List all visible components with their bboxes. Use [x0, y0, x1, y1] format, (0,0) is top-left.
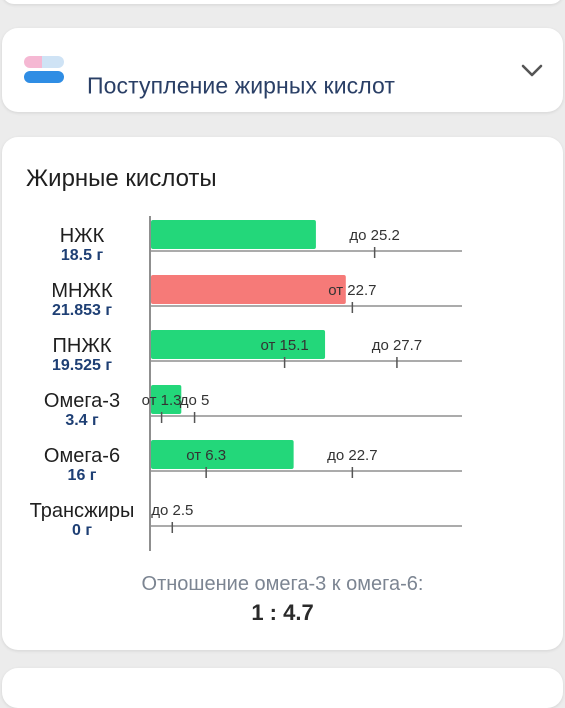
min-label: от 6.3 — [186, 447, 226, 464]
value-bar — [151, 330, 326, 359]
next-card — [2, 668, 563, 708]
fatty-acids-card: Жирные кислоты НЖК 18.5 г до 25.2 МНЖК 21.85… — [2, 137, 563, 650]
row-amount: 21.853 г — [52, 302, 112, 319]
max-label: до 25.2 — [349, 227, 399, 244]
row-name: Омега-6 — [44, 445, 120, 467]
section-title: Жирные кислоты — [26, 165, 217, 192]
max-label: до 22.7 — [327, 447, 377, 464]
min-label: от 15.1 — [260, 337, 308, 354]
row-name: Трансжиры — [30, 500, 135, 522]
chevron-down-icon[interactable] — [519, 58, 545, 84]
value-bar — [151, 385, 182, 414]
ratio-label: Отношение омега-3 к омега-6: — [141, 573, 424, 595]
value-bar — [151, 440, 294, 469]
row-name: НЖК — [60, 225, 105, 247]
previous-card — [2, 0, 563, 4]
max-label: до 2.5 — [151, 502, 193, 519]
max-label: до 27.7 — [372, 337, 422, 354]
value-bar — [151, 220, 316, 249]
min-label: от 1.3 — [142, 392, 182, 409]
row-name: МНЖК — [51, 280, 113, 302]
row-amount: 16 г — [68, 467, 97, 484]
nutrition-icon — [24, 56, 64, 84]
row-name: Омега-3 — [44, 390, 120, 412]
header-title: Поступление жирных кислот — [87, 72, 396, 99]
value-bar — [151, 275, 346, 304]
fatty-acids-intake-header[interactable]: Поступление жирных кислот — [2, 28, 563, 112]
row-name: ПНЖК — [53, 335, 112, 357]
max-label: до 5 — [180, 392, 210, 409]
row-amount: 18.5 г — [61, 247, 104, 264]
row-amount: 3.4 г — [65, 412, 99, 429]
ratio-value: 1 : 4.7 — [251, 600, 314, 625]
min-label: от 22.7 — [328, 282, 376, 299]
row-amount: 19.525 г — [52, 357, 112, 374]
row-amount: 0 г — [72, 522, 92, 539]
